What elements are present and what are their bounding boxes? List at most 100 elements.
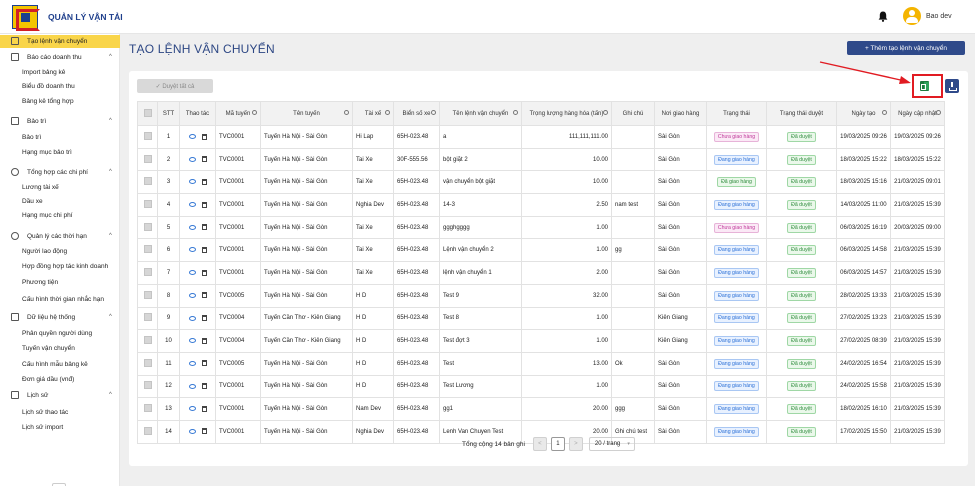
user-avatar[interactable] <box>903 7 921 25</box>
sidebar-subitem[interactable]: Tuyến vận chuyển <box>22 345 75 352</box>
row-checkbox[interactable] <box>143 245 152 254</box>
table-row[interactable]: 1 TVC0001 Tuyến Hà Nội - Sài Gòn Hi Lap 65H-… <box>137 125 945 149</box>
search-icon[interactable] <box>936 110 941 115</box>
table-row[interactable]: 8 TVC0005 Tuyến Hà Nội - Sài Gòn H D 65H-023… <box>137 283 945 308</box>
sidebar-subitem[interactable]: Lịch sử import <box>22 424 64 431</box>
table-row[interactable]: 10 TVC0004 Tuyến Cần Thơ - Kiên Giang H D 65… <box>137 329 945 353</box>
sidebar-subitem[interactable]: Phân quyền người dùng <box>22 330 93 337</box>
sidebar-subitem[interactable]: Bảng kê tổng hợp <box>22 98 74 105</box>
chevron-up-icon[interactable]: ^ <box>109 118 112 124</box>
eye-icon[interactable] <box>188 270 196 276</box>
table-row[interactable]: 13 TVC0001 Tuyến Hà Nội - Sài Gòn Nam Dev 65… <box>137 397 945 421</box>
eye-icon[interactable] <box>188 179 196 185</box>
row-select-cell[interactable] <box>137 329 158 353</box>
row-select-cell[interactable] <box>137 374 158 399</box>
chevron-up-icon[interactable]: ^ <box>109 392 112 398</box>
prev-page-button[interactable]: < <box>532 437 547 451</box>
eye-icon[interactable] <box>188 315 196 321</box>
row-checkbox[interactable] <box>143 404 152 413</box>
row-select-cell[interactable] <box>137 351 158 376</box>
sidebar-subitem[interactable]: Hạng mục bảo trì <box>22 149 72 156</box>
search-icon[interactable] <box>603 110 608 115</box>
trash-icon[interactable] <box>201 337 207 344</box>
row-checkbox[interactable] <box>143 131 152 140</box>
user-name[interactable]: Bao dev <box>926 13 952 20</box>
eye-icon[interactable] <box>188 202 196 208</box>
row-select-cell[interactable] <box>137 238 158 263</box>
row-select-cell[interactable] <box>137 170 158 195</box>
sidebar-subitem[interactable]: Hạng mục chi phí <box>22 212 73 219</box>
row-checkbox[interactable] <box>143 358 152 367</box>
download-button[interactable] <box>945 79 959 93</box>
chevron-up-icon[interactable]: ^ <box>109 233 112 239</box>
table-row[interactable]: 3 TVC0001 Tuyến Hà Nội - Sài Gòn Tai Xe 65H-… <box>137 170 945 195</box>
next-page-button[interactable]: > <box>568 437 583 451</box>
table-row[interactable]: 11 TVC0005 Tuyến Hà Nội - Sài Gòn H D 65H-02… <box>137 351 945 376</box>
row-checkbox[interactable] <box>143 336 152 345</box>
trash-icon[interactable] <box>201 315 207 322</box>
search-icon[interactable] <box>344 110 349 115</box>
page-size-select[interactable]: 20 / trang ▾ <box>588 437 635 451</box>
search-icon[interactable] <box>252 110 257 115</box>
sidebar-subitem[interactable]: Người lao động <box>22 248 68 255</box>
trash-icon[interactable] <box>201 201 207 208</box>
notification-bell-icon[interactable] <box>878 11 888 22</box>
row-checkbox[interactable] <box>143 381 152 390</box>
row-select-cell[interactable] <box>137 306 158 331</box>
table-row[interactable]: 6 TVC0001 Tuyến Hà Nội - Sài Gòn Tai Xe 65H-… <box>137 238 945 263</box>
trash-icon[interactable] <box>201 178 207 185</box>
sidebar-subitem[interactable]: Dầu xe <box>22 198 43 205</box>
row-checkbox[interactable] <box>143 290 152 299</box>
sidebar-subitem[interactable]: Bảo trì <box>22 134 42 141</box>
row-select-cell[interactable] <box>137 215 158 240</box>
sidebar-item-3[interactable]: Bảo trì ^ <box>0 115 120 128</box>
eye-icon[interactable] <box>188 156 196 162</box>
sidebar-subitem[interactable]: Lịch sử thao tác <box>22 409 69 416</box>
chevron-up-icon[interactable]: ^ <box>109 314 112 320</box>
row-checkbox[interactable] <box>143 199 152 208</box>
trash-icon[interactable] <box>201 246 207 253</box>
table-row[interactable]: 5 TVC0001 Tuyến Hà Nội - Sài Gòn Tai Xe 65H-… <box>137 215 945 240</box>
row-select-cell[interactable] <box>137 261 158 285</box>
table-row[interactable]: 12 TVC0001 Tuyến Hà Nội - Sài Gòn H D 65H-02… <box>137 374 945 399</box>
sidebar-item-1[interactable]: Tạo lệnh vận chuyển <box>0 35 120 48</box>
row-checkbox[interactable] <box>143 267 152 276</box>
eye-icon[interactable] <box>188 292 196 298</box>
sidebar-subitem[interactable]: Đơn giá dầu (vnđ) <box>22 376 75 383</box>
sidebar-subitem[interactable]: Phương tiện <box>22 279 59 286</box>
sidebar-item-4[interactable]: Tổng hợp các chi phí ^ <box>0 166 120 179</box>
sidebar-subitem[interactable]: Lương tài xế <box>22 184 59 191</box>
chevron-up-icon[interactable]: ^ <box>109 54 112 60</box>
trash-icon[interactable] <box>201 156 207 163</box>
header-select-all[interactable] <box>137 101 158 126</box>
approve-all-button[interactable]: ✓ Duyệt tất cả <box>137 79 213 93</box>
search-icon[interactable] <box>882 110 887 115</box>
row-select-cell[interactable] <box>137 147 158 172</box>
eye-icon[interactable] <box>188 383 196 389</box>
eye-icon[interactable] <box>188 360 196 366</box>
sidebar-item-6[interactable]: Dữ liệu hệ thống ^ <box>0 311 120 324</box>
row-select-cell[interactable] <box>137 397 158 421</box>
eye-icon[interactable] <box>188 338 196 344</box>
trash-icon[interactable] <box>201 360 207 367</box>
sidebar-subitem[interactable]: Cấu hình mẫu bảng kê <box>22 361 88 368</box>
sidebar-subitem[interactable]: Cấu hình thời gian nhắc hạn <box>22 296 104 303</box>
chevron-up-icon[interactable]: ^ <box>109 169 112 175</box>
row-checkbox[interactable] <box>143 154 152 163</box>
eye-icon[interactable] <box>188 134 196 140</box>
table-row[interactable]: 7 TVC0001 Tuyến Hà Nội - Sài Gòn Tai Xe 65H-… <box>137 261 945 285</box>
eye-icon[interactable] <box>188 406 196 412</box>
row-checkbox[interactable] <box>143 426 152 435</box>
sidebar-item-2[interactable]: Báo cáo doanh thu ^ <box>0 51 120 64</box>
sidebar-item-5[interactable]: Quản lý các thời hạn ^ <box>0 230 120 243</box>
table-row[interactable]: 9 TVC0004 Tuyến Cần Thơ - Kiên Giang H D 65H… <box>137 306 945 331</box>
trash-icon[interactable] <box>201 133 207 140</box>
eye-icon[interactable] <box>188 428 196 434</box>
trash-icon[interactable] <box>201 269 207 276</box>
eye-icon[interactable] <box>188 224 196 230</box>
trash-icon[interactable] <box>201 292 207 299</box>
row-select-cell[interactable] <box>137 283 158 308</box>
sidebar-subitem[interactable]: Import bảng kê <box>22 69 66 76</box>
row-select-cell[interactable] <box>137 193 158 217</box>
search-icon[interactable] <box>385 110 390 115</box>
